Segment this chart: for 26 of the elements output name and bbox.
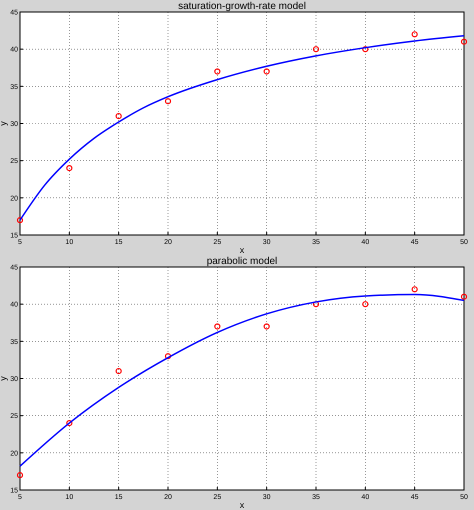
y-axis-title: y <box>0 376 8 381</box>
point <box>362 46 368 52</box>
point <box>214 323 220 330</box>
point <box>412 31 418 38</box>
point <box>312 46 320 52</box>
x-axis-title: x <box>240 245 245 255</box>
chart-title: saturation-growth-rate model <box>178 1 306 12</box>
point <box>116 112 122 120</box>
point <box>460 38 468 45</box>
point <box>16 217 24 224</box>
point <box>460 294 468 300</box>
point <box>264 68 270 75</box>
point <box>214 68 220 75</box>
point <box>66 420 72 426</box>
chart-title: parabolic model <box>206 256 278 267</box>
point <box>116 368 122 374</box>
point <box>164 98 172 104</box>
point <box>66 165 72 172</box>
point <box>264 323 270 330</box>
point <box>16 472 24 478</box>
x-axis-title: x <box>240 500 245 510</box>
point <box>412 286 418 292</box>
y-axis-title: y <box>0 120 8 126</box>
point <box>164 353 172 360</box>
point <box>362 301 368 308</box>
point <box>312 301 320 308</box>
